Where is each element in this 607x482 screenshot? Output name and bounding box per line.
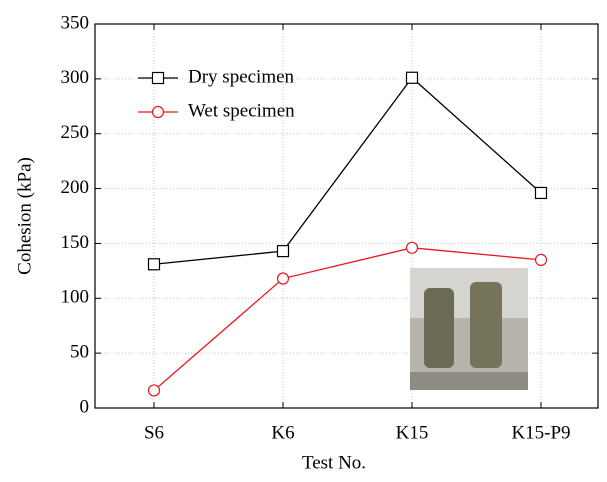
series: [147, 71, 548, 271]
inset-photo: [410, 268, 528, 390]
series-line: [153, 76, 542, 265]
y-tick-label: 150: [61, 232, 90, 253]
x-tick-label: K6: [271, 422, 294, 443]
marker: [147, 258, 161, 271]
marker: [276, 272, 290, 285]
y-tick-label: 250: [61, 122, 90, 143]
plot-frame: [94, 23, 599, 409]
legend-label: Wet specimen: [188, 100, 295, 121]
y-axis-label: Cohesion (kPa): [14, 157, 35, 275]
marker: [405, 241, 419, 254]
y-tick-label: 200: [61, 177, 90, 198]
series-line: [153, 247, 542, 391]
legend-item: Dry specimen: [138, 66, 295, 87]
marker: [405, 71, 419, 84]
x-tick-label: K15-P9: [511, 422, 570, 443]
x-tick-label: S6: [144, 422, 164, 443]
marker: [534, 186, 548, 200]
x-axis-label: Test No.: [302, 452, 366, 473]
legend-label: Dry specimen: [188, 66, 295, 87]
series: [147, 241, 548, 397]
y-tick-label: 300: [61, 67, 90, 88]
x-tick-label: K15: [396, 422, 429, 443]
y-tick-label: 350: [61, 12, 90, 33]
marker: [147, 384, 161, 397]
y-tick-label: 0: [80, 396, 90, 417]
marker: [534, 253, 548, 266]
marker: [151, 71, 165, 85]
legend-item: Wet specimen: [138, 100, 295, 121]
y-tick-label: 50: [70, 342, 89, 363]
marker: [276, 245, 290, 258]
marker: [151, 105, 165, 119]
y-tick-label: 100: [61, 287, 90, 308]
